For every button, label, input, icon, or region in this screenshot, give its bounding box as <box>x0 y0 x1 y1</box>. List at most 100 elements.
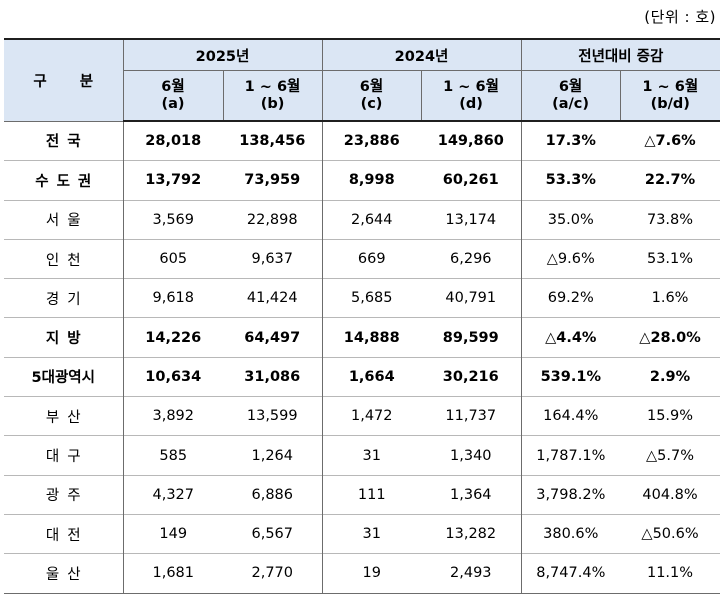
table-cell: 4,327 <box>123 474 223 515</box>
table-row: 지방 14,226 64,497 14,888 89,599 △4.4% △28.0% <box>4 317 720 358</box>
table-cell: 1,472 <box>322 396 422 436</box>
table-cell: △5.7% <box>620 435 720 476</box>
table-row: 부산 3,892 13,599 1,472 11,737 164.4% 15.9% <box>4 396 720 436</box>
table-cell: 35.0% <box>521 199 621 240</box>
row-label: 수도권 <box>4 160 124 201</box>
table-cell: 539.1% <box>521 356 621 397</box>
table-cell: 138,456 <box>223 120 323 161</box>
table-row: 5대광역시 10,634 31,086 1,664 30,216 539.1% 2.9% <box>4 356 720 397</box>
header-group-change: 전년대비 증감 <box>520 38 720 71</box>
table-cell: 2,644 <box>322 199 422 240</box>
table-cell: 6,296 <box>421 238 522 279</box>
table-row: 수도권 13,792 73,959 8,998 60,261 53.3% 22.7% <box>4 160 720 201</box>
row-label: 광주 <box>4 474 124 515</box>
table-cell: 1,664 <box>322 356 422 397</box>
header-gubun: 구 분 <box>4 38 124 122</box>
table-row: 전국 28,018 138,456 23,886 149,860 17.3% △7.6% <box>4 120 720 161</box>
table-cell: 73,959 <box>223 160 323 201</box>
row-label: 지방 <box>4 317 124 358</box>
table-cell: 6,567 <box>223 513 323 554</box>
table-cell: 8,998 <box>322 160 422 201</box>
table-cell: 3,892 <box>123 396 223 436</box>
table-cell: 3,569 <box>123 199 223 240</box>
row-label: 울산 <box>4 553 124 594</box>
header-sub: 6월 (c) <box>321 70 422 122</box>
row-label: 대전 <box>4 513 124 554</box>
table-cell: 13,282 <box>421 513 522 554</box>
table-row: 인천 605 9,637 669 6,296 △9.6% 53.1% <box>4 238 720 279</box>
table-cell: 30,216 <box>421 356 522 397</box>
table-cell: 164.4% <box>521 396 621 436</box>
table-cell: 11,737 <box>421 396 522 436</box>
unit-label: (단위 : 호) <box>644 8 716 26</box>
table-cell: 9,637 <box>223 238 323 279</box>
table-cell: 69.2% <box>521 278 621 318</box>
table-cell: 2,493 <box>421 553 522 594</box>
table-cell: 89,599 <box>421 317 522 358</box>
table-cell: △7.6% <box>620 120 720 161</box>
table-cell: 9,618 <box>123 278 223 318</box>
table-cell: 19 <box>322 553 422 594</box>
table-cell: 585 <box>123 435 223 476</box>
table-cell: 31 <box>322 513 422 554</box>
table-cell: 111 <box>322 474 422 515</box>
table-cell: 31 <box>322 435 422 476</box>
header-group-2024: 2024년 <box>321 38 522 71</box>
table-cell: 605 <box>123 238 223 279</box>
table-cell: △9.6% <box>521 238 621 279</box>
table-cell: 28,018 <box>123 120 223 161</box>
header-sub: 6월 (a/c) <box>520 70 621 122</box>
table-row: 서울 3,569 22,898 2,644 13,174 35.0% 73.8% <box>4 199 720 240</box>
table-row: 대구 585 1,264 31 1,340 1,787.1% △5.7% <box>4 435 720 476</box>
table-row: 대전 149 6,567 31 13,282 380.6% △50.6% <box>4 513 720 554</box>
table-cell: △50.6% <box>620 513 720 554</box>
table-cell: 8,747.4% <box>521 553 621 594</box>
table-cell: 23,886 <box>322 120 422 161</box>
table-cell: 1.6% <box>620 278 720 318</box>
table-cell: 31,086 <box>223 356 323 397</box>
table-cell: 6,886 <box>223 474 323 515</box>
table-cell: 2.9% <box>620 356 720 397</box>
row-label: 경기 <box>4 278 124 318</box>
table-cell: 669 <box>322 238 422 279</box>
table-cell: 60,261 <box>421 160 522 201</box>
table-cell: 380.6% <box>521 513 621 554</box>
table-cell: 10,634 <box>123 356 223 397</box>
table-cell: 14,888 <box>322 317 422 358</box>
table-cell: 149,860 <box>421 120 522 161</box>
table-cell: 53.3% <box>521 160 621 201</box>
housing-stats-table: 구 분 2025년 2024년 전년대비 증감 6월 (a) 1 ~ 6월 (b) … <box>4 38 720 594</box>
row-label: 부산 <box>4 396 124 436</box>
table-cell: △28.0% <box>620 317 720 358</box>
table-row: 광주 4,327 6,886 111 1,364 3,798.2% 404.8% <box>4 474 720 515</box>
row-label: 5대광역시 <box>4 356 124 397</box>
header-sub: 1 ~ 6월 (b/d) <box>619 70 720 122</box>
table-cell: 40,791 <box>421 278 522 318</box>
table-cell: 14,226 <box>123 317 223 358</box>
row-label: 서울 <box>4 199 124 240</box>
table-cell: 404.8% <box>620 474 720 515</box>
row-label: 대구 <box>4 435 124 476</box>
table-cell: 1,364 <box>421 474 522 515</box>
table-cell: 2,770 <box>223 553 323 594</box>
table-cell: 1,787.1% <box>521 435 621 476</box>
table-cell: 64,497 <box>223 317 323 358</box>
table-cell: 22.7% <box>620 160 720 201</box>
table-cell: 53.1% <box>620 238 720 279</box>
header-group-2025: 2025년 <box>122 38 323 71</box>
table-cell: 3,798.2% <box>521 474 621 515</box>
table-cell: 1,340 <box>421 435 522 476</box>
table-cell: 1,264 <box>223 435 323 476</box>
header-sub: 1 ~ 6월 (d) <box>420 70 522 122</box>
table-cell: 22,898 <box>223 199 323 240</box>
table-cell: 13,599 <box>223 396 323 436</box>
row-label: 전국 <box>4 120 124 161</box>
table-cell: 11.1% <box>620 553 720 594</box>
table-row: 경기 9,618 41,424 5,685 40,791 69.2% 1.6% <box>4 278 720 318</box>
table-cell: 13,792 <box>123 160 223 201</box>
row-label: 인천 <box>4 238 124 279</box>
header-sub: 6월 (a) <box>122 70 224 122</box>
table-cell: 41,424 <box>223 278 323 318</box>
header-sub: 1 ~ 6월 (b) <box>222 70 323 122</box>
table-cell: 1,681 <box>123 553 223 594</box>
